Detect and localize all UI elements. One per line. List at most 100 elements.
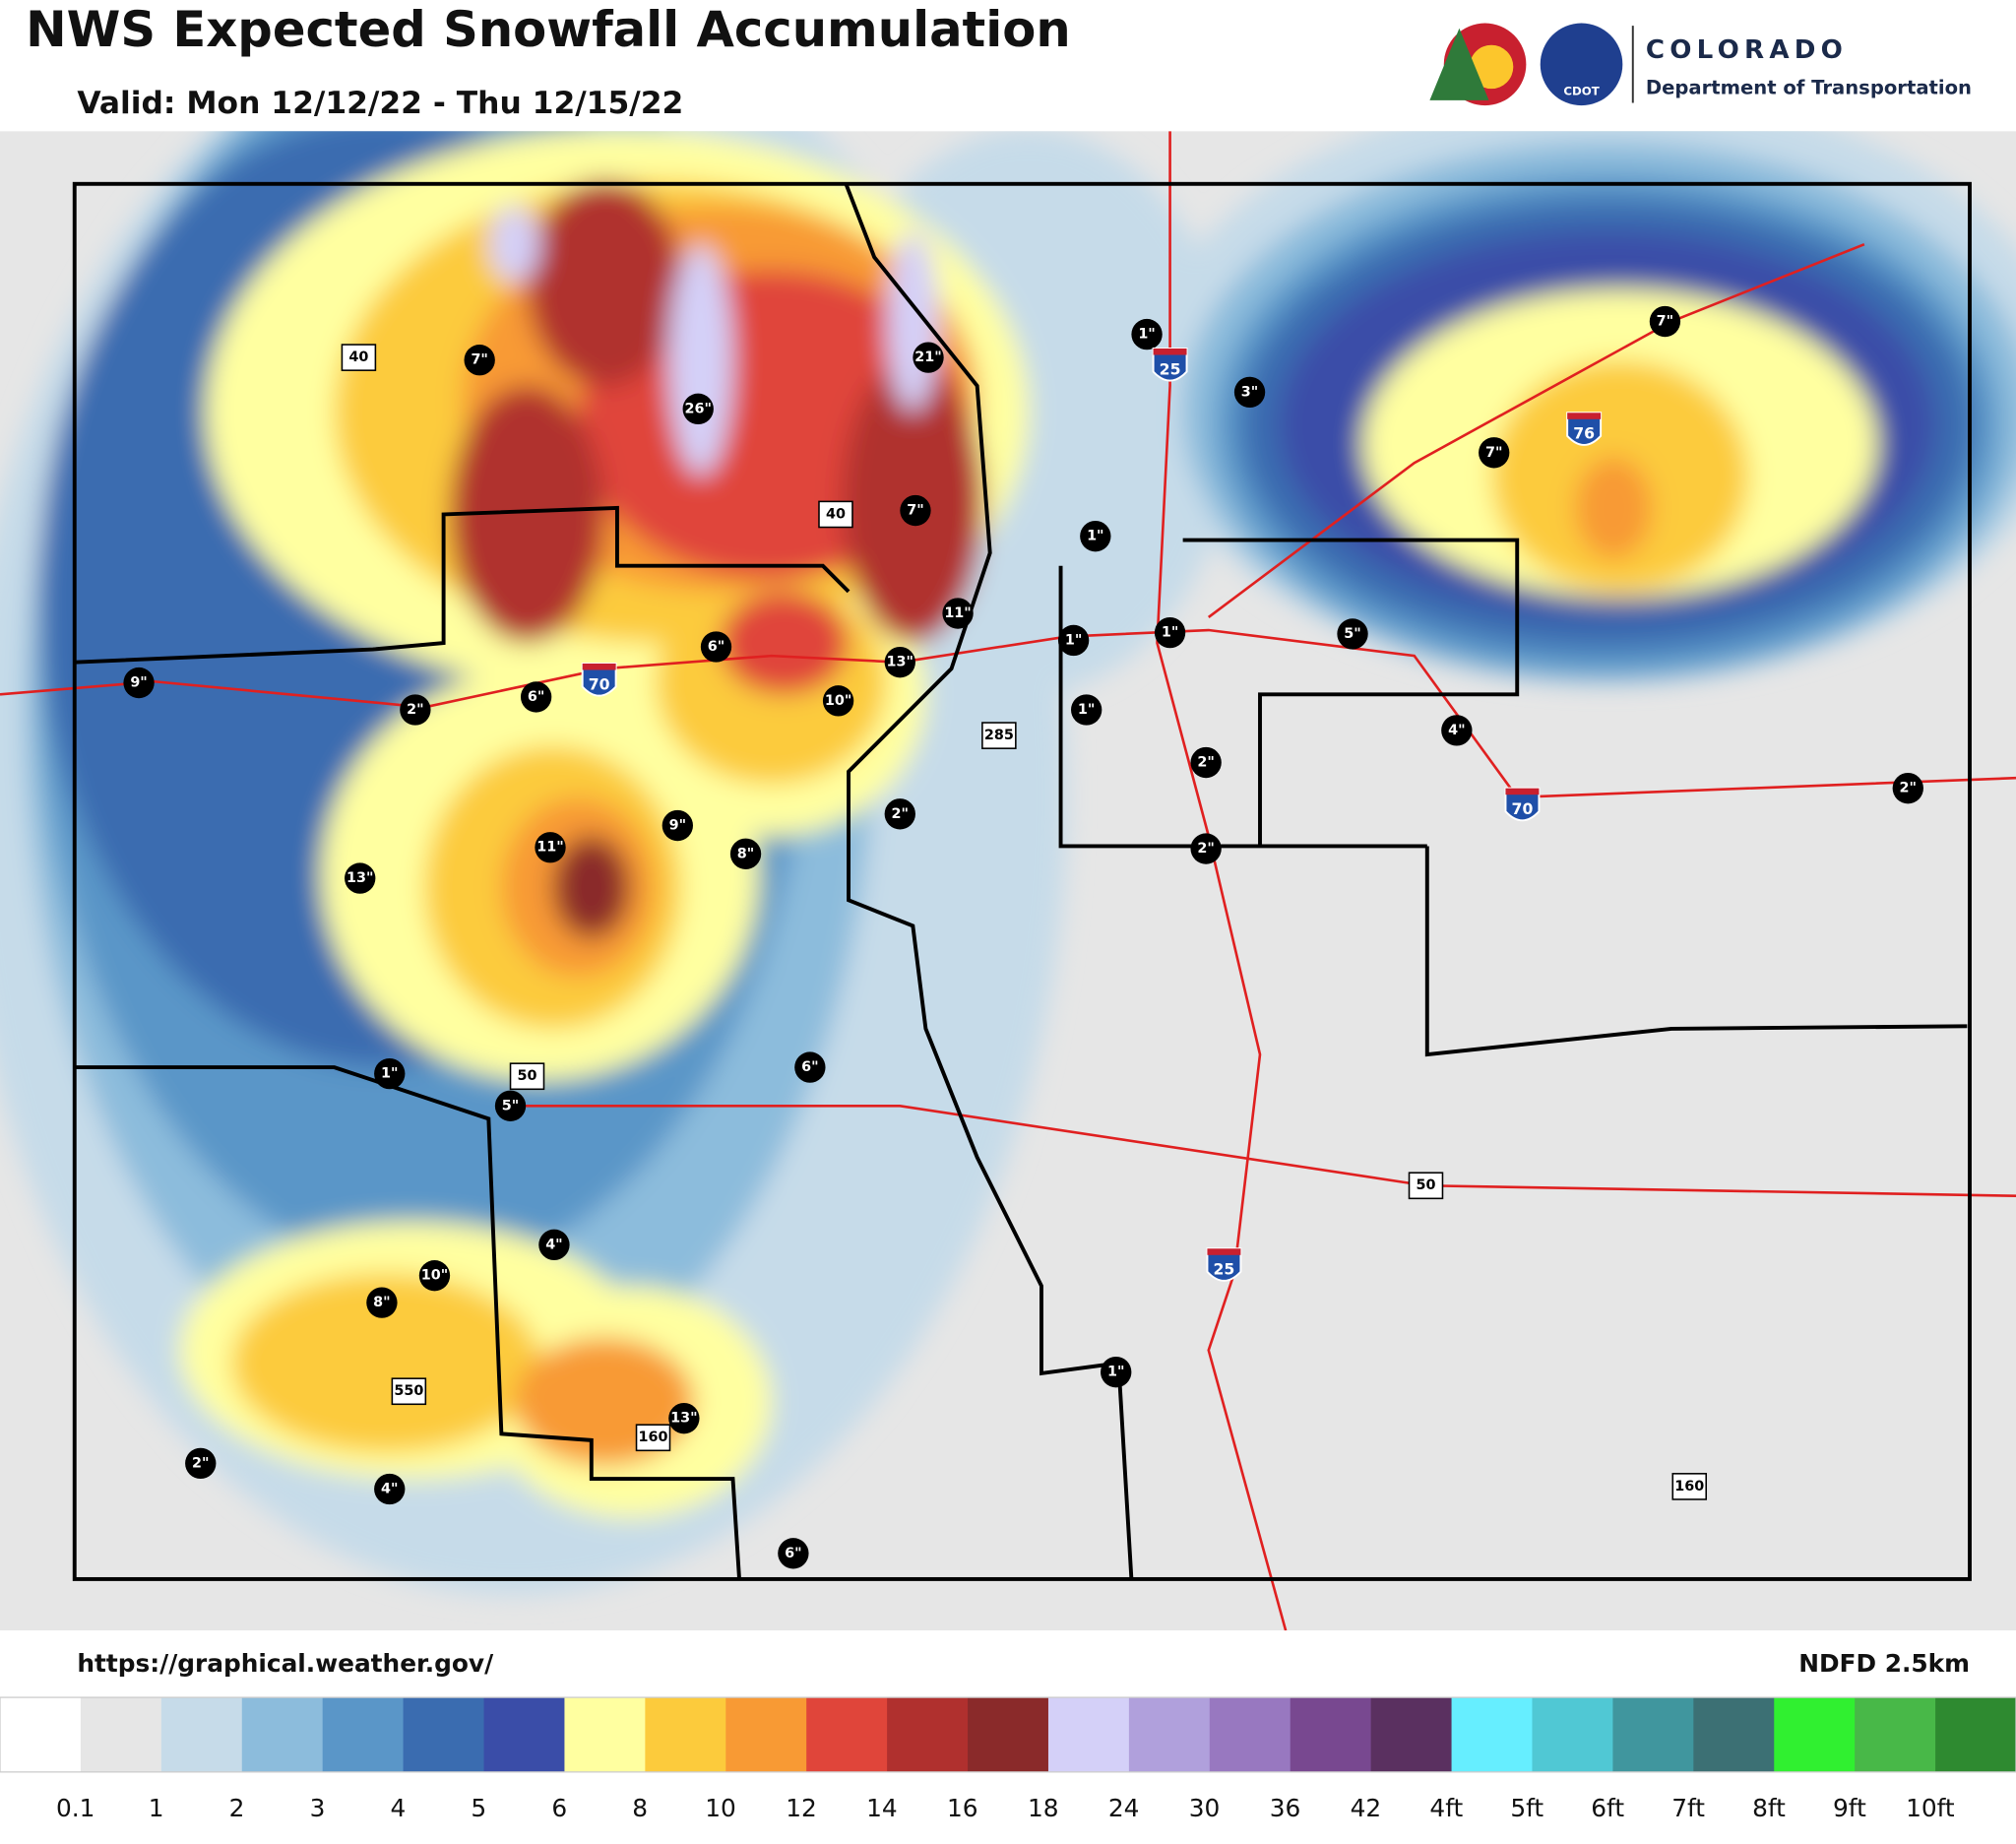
snow-marker — [345, 862, 376, 894]
legend-swatch — [968, 1697, 1049, 1772]
interstate-shield — [1566, 412, 1603, 446]
legend-label: 0.1 — [56, 1794, 94, 1822]
snow-marker — [1131, 318, 1163, 350]
snow-marker — [520, 681, 552, 713]
legend-label: 5 — [471, 1794, 486, 1822]
snow-amount: 1" — [1087, 529, 1103, 544]
legend-label: 16 — [947, 1794, 978, 1822]
legend-swatch — [806, 1697, 888, 1772]
legend-swatch — [887, 1697, 969, 1772]
legend-label: 10ft — [1906, 1794, 1955, 1822]
snow-marker — [662, 809, 693, 842]
interstate-shield-top — [1153, 348, 1187, 355]
snow-marker — [400, 694, 431, 726]
snow-amount: 8" — [373, 1295, 390, 1310]
snow-marker — [1190, 746, 1222, 779]
snow-marker — [418, 1260, 451, 1292]
us-shield — [981, 722, 1017, 749]
snow-marker — [374, 1473, 406, 1505]
legend-swatch — [1451, 1697, 1534, 1772]
interstate-number: 70 — [589, 674, 610, 693]
legend-label: 8 — [632, 1794, 648, 1822]
snow-marker — [913, 342, 944, 373]
snow-amount: 5" — [1344, 626, 1360, 642]
legend-swatch — [1370, 1697, 1453, 1772]
snow-marker — [682, 393, 714, 425]
us-shield — [509, 1062, 545, 1091]
us-shield — [635, 1424, 671, 1452]
snow-marker — [1441, 715, 1473, 746]
legend-label: 5ft — [1510, 1794, 1544, 1822]
snow-marker — [822, 685, 854, 717]
snow-amount: 6" — [785, 1546, 801, 1561]
snow-amount: 1" — [1065, 632, 1082, 648]
snow-amount: 21" — [914, 350, 941, 365]
snow-amount: 2" — [1900, 781, 1917, 796]
snow-amount: 1" — [381, 1066, 398, 1082]
legend-swatch — [0, 1697, 82, 1772]
snow-amount: 13" — [887, 655, 914, 670]
legend-swatch — [322, 1697, 405, 1772]
legend-label: 6 — [551, 1794, 567, 1822]
title: NWS Expected Snowfall Accumulation — [26, 1, 1071, 58]
logo: CDOT COLORADO Department of Transportati… — [1429, 23, 1972, 106]
snow-marker — [794, 1051, 826, 1083]
snow-marker — [1154, 616, 1186, 649]
snow-amount: 4" — [545, 1237, 562, 1252]
snow-amount: 7" — [907, 503, 923, 519]
interstate-number: 25 — [1160, 359, 1181, 378]
legend-label: 1 — [149, 1794, 164, 1822]
snow-amount: 10" — [421, 1268, 448, 1284]
snow-amount: 1" — [1162, 625, 1178, 641]
us-number: 40 — [826, 506, 846, 522]
legend-swatch — [1855, 1697, 1936, 1772]
snow-marker — [464, 345, 495, 376]
legend-label: 14 — [866, 1794, 898, 1822]
legend-label: 3 — [310, 1794, 326, 1822]
map — [0, 131, 2016, 1631]
snow-amount: 9" — [669, 818, 686, 834]
snow-amount: 13" — [670, 1411, 697, 1427]
us-number: 160 — [639, 1430, 668, 1445]
us-shield — [1671, 1473, 1708, 1500]
snow-amount: 7" — [1657, 314, 1673, 330]
legend-swatch — [160, 1697, 243, 1772]
snow-marker — [1233, 376, 1266, 409]
legend-swatch — [1128, 1697, 1211, 1772]
us-shield — [1408, 1172, 1444, 1200]
snow-marker — [1892, 772, 1923, 804]
legend-swatch — [1047, 1697, 1130, 1772]
legend-label: 12 — [786, 1794, 817, 1822]
snow-marker — [729, 838, 762, 869]
snow-amount: 6" — [801, 1059, 818, 1075]
snow-amount: 5" — [502, 1098, 519, 1113]
us-number: 550 — [394, 1383, 423, 1399]
legend-swatch — [564, 1697, 647, 1772]
legend-label: 6ft — [1591, 1794, 1624, 1822]
legend-swatch — [1612, 1697, 1694, 1772]
snow-marker — [185, 1447, 217, 1480]
snow-marker — [778, 1538, 809, 1569]
legend-swatch — [1693, 1697, 1775, 1772]
snow-marker — [900, 494, 931, 527]
legend-swatch — [403, 1697, 485, 1772]
snow-amount: 11" — [536, 840, 563, 856]
snow-amount: 6" — [708, 639, 724, 655]
us-shield — [818, 500, 853, 529]
logo-state: COLORADO — [1646, 35, 1848, 65]
snow-marker — [942, 598, 974, 629]
legend-label: 4ft — [1429, 1794, 1463, 1822]
legend-label: 8ft — [1752, 1794, 1786, 1822]
us-shield — [391, 1377, 427, 1406]
legend-label: 36 — [1270, 1794, 1301, 1822]
logo-badge: CDOT — [1563, 85, 1599, 98]
snow-amount: 2" — [1197, 755, 1214, 771]
legend-label: 7ft — [1671, 1794, 1705, 1822]
snow-marker — [1649, 305, 1681, 338]
legend-swatch — [1774, 1697, 1856, 1772]
snow-marker — [1190, 833, 1222, 864]
legend-label: 42 — [1351, 1794, 1382, 1822]
legend-swatch — [725, 1697, 807, 1772]
legend-label: 9ft — [1833, 1794, 1866, 1822]
